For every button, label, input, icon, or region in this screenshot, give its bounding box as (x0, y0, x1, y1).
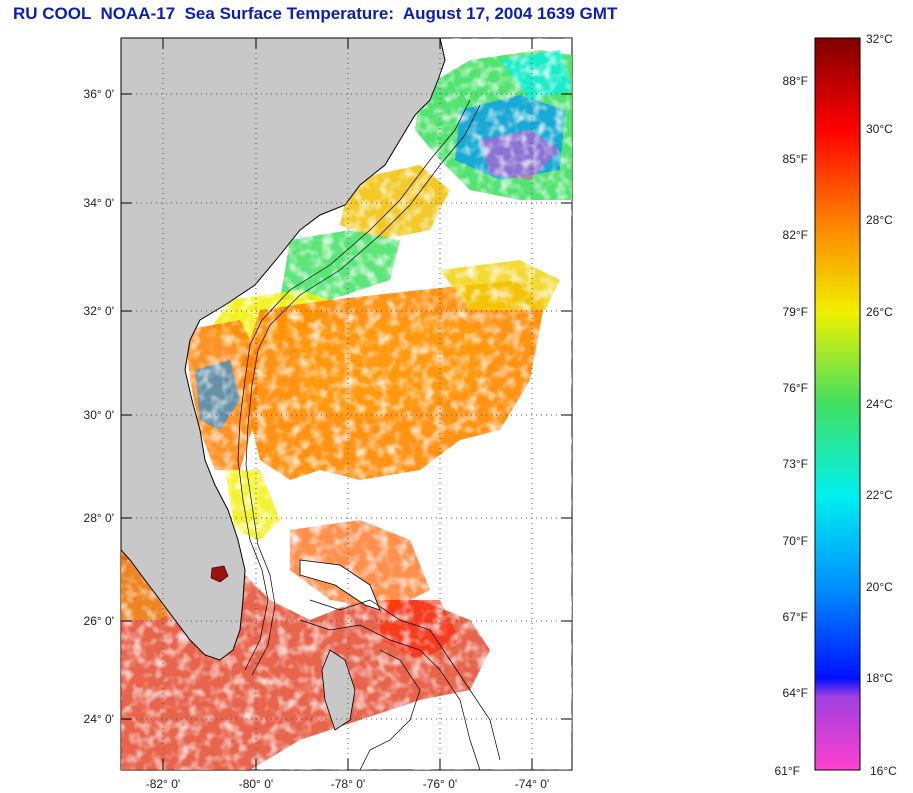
celsius-label: 20°C (866, 580, 893, 594)
celsius-label: 26°C (866, 305, 893, 319)
fahrenheit-label: 64°F (783, 686, 808, 700)
lat-label: 30° 0' (84, 408, 114, 422)
fahrenheit-label: 76°F (783, 381, 808, 395)
lon-label: -74° 0' (515, 777, 549, 791)
lon-label: -80° 0' (239, 777, 273, 791)
lat-label: 28° 0' (84, 511, 114, 525)
land-mass (121, 38, 446, 661)
lat-label: 24° 0' (84, 712, 114, 726)
colorbar: 32°C 30°C 28°C 26°C 24°C 22°C 20°C 18°C … (775, 32, 898, 778)
fahrenheit-label: 85°F (783, 152, 808, 166)
fahrenheit-label: 67°F (783, 610, 808, 624)
fahrenheit-label: 88°F (783, 74, 808, 88)
bahamas-grand (299, 559, 381, 611)
fahrenheit-label: 79°F (783, 305, 808, 319)
lon-label: -78° 0' (331, 777, 365, 791)
celsius-label: 16°C (870, 764, 897, 778)
celsius-label: 18°C (866, 671, 893, 685)
celsius-label: 30°C (866, 122, 893, 136)
celsius-label: 24°C (866, 397, 893, 411)
lat-label: 36° 0' (84, 87, 114, 101)
map-title: RU COOL NOAA-17 Sea Surface Temperature:… (13, 4, 618, 23)
celsius-label: 28°C (866, 213, 893, 227)
lat-label: 34° 0' (84, 196, 114, 210)
fahrenheit-label: 73°F (783, 457, 808, 471)
fahrenheit-label: 82°F (783, 228, 808, 242)
fahrenheit-label: 70°F (783, 534, 808, 548)
bahamas-andros (321, 649, 356, 731)
lat-label: 32° 0' (84, 304, 114, 318)
graticule (121, 38, 572, 770)
fahrenheit-label: 61°F (775, 764, 800, 778)
colorbar-gradient (814, 37, 861, 771)
lat-axis: 36° 0' 34° 0' 32° 0' 30° 0' 28° 0' 26° 0… (84, 87, 572, 726)
lon-label: -82° 0' (146, 777, 180, 791)
lon-label: -76° 0' (423, 777, 457, 791)
lon-axis: -82° 0' -80° 0' -78° 0' -76° 0' -74° 0' (146, 38, 549, 791)
lake-okeechobee (210, 565, 229, 583)
map-content (121, 38, 572, 770)
lat-label: 26° 0' (84, 614, 114, 628)
bathymetry-contours (237, 99, 501, 770)
celsius-label: 22°C (866, 488, 893, 502)
celsius-label: 32°C (866, 32, 893, 46)
